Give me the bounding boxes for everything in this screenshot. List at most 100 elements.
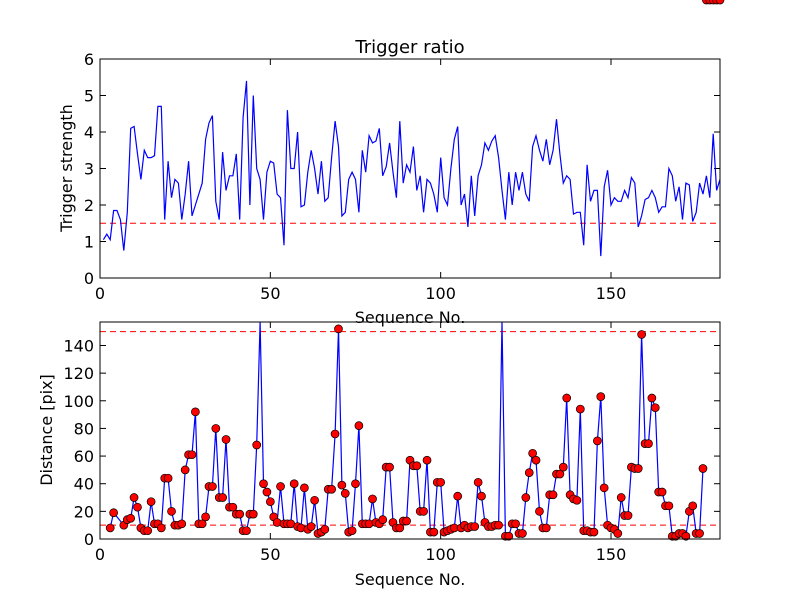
y-tick-label: 4 <box>84 123 94 142</box>
distance-point <box>310 495 319 505</box>
distance-point <box>218 493 227 502</box>
distance-point <box>327 484 336 494</box>
distance-point <box>337 480 347 490</box>
distance-point <box>593 436 602 446</box>
distance-point <box>265 497 275 507</box>
y-tick-label: 1 <box>84 233 94 252</box>
y-tick-label: 2 <box>84 196 94 215</box>
distance-point <box>347 526 357 536</box>
distance-point <box>528 448 537 458</box>
distance-point <box>681 531 691 541</box>
x-tick-label: 50 <box>260 284 280 303</box>
y-tick-label: 120 <box>63 364 94 383</box>
distance-point <box>201 512 210 522</box>
distance-point <box>575 404 585 414</box>
distance-point <box>156 523 166 533</box>
distance-point <box>368 494 377 504</box>
distance-point <box>133 502 142 512</box>
distance-point <box>596 392 606 401</box>
distance-point <box>715 0 725 5</box>
distance-chart: Distance [pix] Sequence No. 0 50 100 150020… <box>37 0 725 589</box>
distance-point <box>477 491 486 501</box>
distance-point <box>623 511 633 520</box>
distance-chart-ylabel: Distance [pix] <box>37 374 56 486</box>
y-tick-label: 60 <box>74 447 94 466</box>
y-tick-label: 40 <box>74 475 94 494</box>
trigger-chart-frame <box>99 58 721 279</box>
distance-point <box>105 523 115 533</box>
distance-point <box>644 439 653 448</box>
distance-point <box>531 455 541 465</box>
distance-point <box>558 462 568 472</box>
trigger-strength-series <box>102 80 721 257</box>
distance-point <box>306 522 316 531</box>
distance-point <box>177 519 187 529</box>
y-tick-label: 0 <box>84 530 94 549</box>
distance-point <box>402 516 411 526</box>
distance-point <box>334 324 343 334</box>
distance-chart-xlabel: Sequence No. <box>355 570 466 589</box>
distance-point <box>698 464 708 473</box>
distance-point <box>616 493 626 502</box>
distance-point <box>555 469 565 479</box>
distance-point <box>276 482 285 491</box>
distance-point <box>320 524 330 534</box>
distance-point <box>562 393 572 403</box>
distance-point <box>695 529 704 538</box>
distance-point <box>289 479 299 489</box>
distance-point <box>453 491 463 501</box>
y-tick-label: 3 <box>84 160 94 179</box>
distance-point <box>354 421 364 431</box>
x-tick-label: 150 <box>596 545 627 564</box>
distance-point <box>330 429 340 439</box>
distance-point <box>688 501 698 511</box>
y-tick-label: 6 <box>84 50 94 69</box>
trigger-chart-ylabel: Trigger strength <box>57 104 76 233</box>
distance-point <box>511 519 520 529</box>
distance-point <box>541 523 551 533</box>
x-tick-label: 150 <box>596 284 627 303</box>
distance-point <box>657 487 667 497</box>
distance-point <box>518 529 527 538</box>
x-tick-label: 0 <box>95 284 105 303</box>
distance-point <box>187 450 197 460</box>
distance-point <box>633 464 643 473</box>
distance-point <box>647 393 657 403</box>
distance-point <box>351 479 360 489</box>
trigger-chart-ticks: 0 50 100 150 0 1 2 3 4 5 6 <box>84 50 720 303</box>
distance-point <box>143 526 153 536</box>
distance-point <box>521 493 531 502</box>
distance-point <box>126 513 136 523</box>
distance-point <box>378 515 388 524</box>
distance-point <box>252 440 262 450</box>
distance-point <box>494 520 503 530</box>
distance-point <box>395 523 405 533</box>
distance-point <box>599 483 609 493</box>
y-tick-label: 100 <box>63 392 94 411</box>
distance-point <box>208 482 217 491</box>
distance-point <box>535 507 544 516</box>
distance-point <box>385 462 394 472</box>
distance-point <box>504 531 514 541</box>
distance-point <box>167 507 176 516</box>
distance-point <box>248 509 258 519</box>
distance-point <box>300 483 309 493</box>
distance-point <box>146 497 156 507</box>
y-tick-label: 20 <box>74 502 94 521</box>
distance-point <box>470 522 480 531</box>
y-tick-label: 0 <box>84 269 94 288</box>
y-tick-label: 140 <box>63 336 94 355</box>
distance-point <box>524 468 534 478</box>
y-tick-label: 80 <box>74 419 94 438</box>
distance-point <box>548 490 558 500</box>
distance-point <box>436 477 446 487</box>
x-tick-label: 50 <box>260 545 280 564</box>
distance-point <box>422 455 432 465</box>
x-tick-label: 0 <box>95 545 105 564</box>
trigger-chart-title: Trigger ratio <box>354 37 464 58</box>
distance-point <box>412 461 422 471</box>
distance-point <box>613 529 623 538</box>
y-tick-label: 5 <box>84 87 94 106</box>
